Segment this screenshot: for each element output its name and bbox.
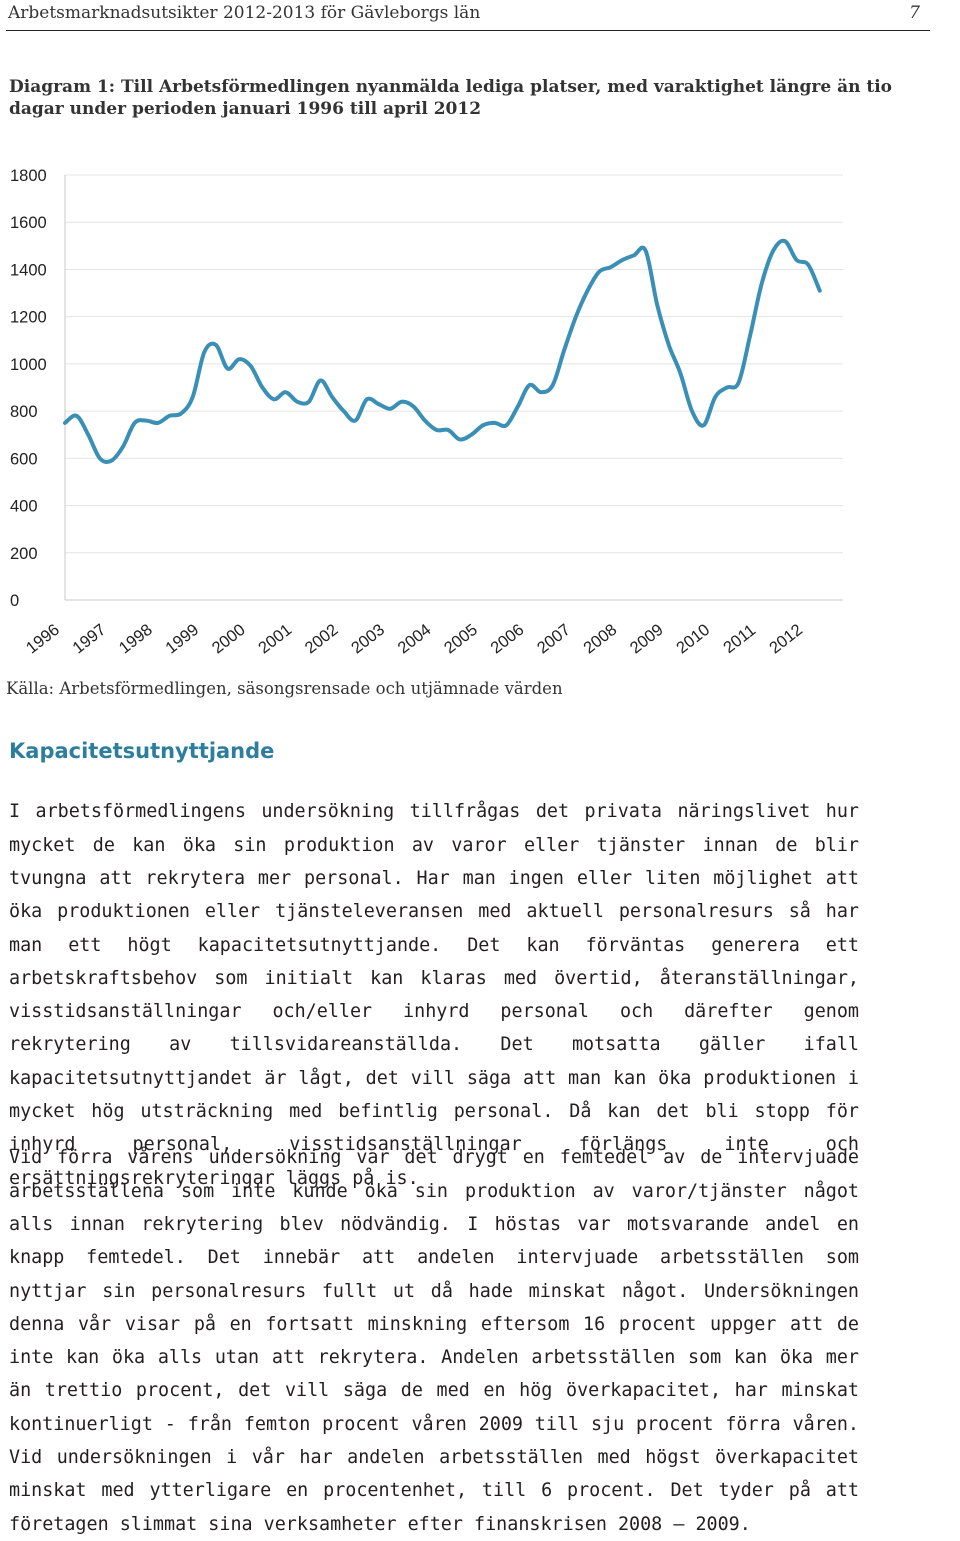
body-paragraph-1: I arbetsförmedlingens undersökning tillf…	[9, 801, 859, 1189]
y-tick-label: 1600	[10, 214, 47, 232]
y-tick-label: 1000	[10, 356, 47, 374]
line-chart: 0 200 400 600 800 1000 1200 1400 1600 1800 1996 199…	[0, 150, 960, 680]
x-tick-label: 2006	[487, 621, 527, 658]
series-line	[63, 238, 822, 464]
y-tick-label: 0	[10, 592, 19, 610]
document-title: Arbetsmarknadsutsikter 2012-2013 för Gäv…	[8, 3, 481, 23]
diagram-title: Diagram 1: Till Arbetsförmedlingen nyanm…	[9, 77, 893, 119]
x-tick-label: 2011	[720, 621, 759, 657]
x-tick-label: 2007	[534, 621, 574, 658]
body-paragraph-2: Vid förra vårens undersökning var det dr…	[9, 1147, 859, 1535]
x-tick-label: 2008	[580, 621, 620, 658]
x-tick-label: 1999	[162, 621, 202, 658]
y-tick-label: 200	[10, 545, 38, 563]
y-tick-label: 600	[10, 450, 38, 468]
y-tick-label: 1400	[10, 261, 47, 279]
y-tick-label: 1800	[10, 167, 47, 185]
x-tick-label: 2000	[209, 621, 249, 658]
y-tick-label: 800	[10, 403, 38, 421]
chart-source: Källa: Arbetsförmedlingen, säsongsrensad…	[6, 679, 563, 698]
x-tick-label: 1998	[116, 621, 156, 658]
section-heading: Kapacitetsutnyttjande	[9, 739, 275, 763]
x-tick-label: 2004	[394, 621, 434, 658]
x-tick-label: 2009	[627, 621, 667, 658]
page-number: 7	[909, 3, 920, 23]
y-tick-label: 400	[10, 498, 38, 516]
x-tick-label: 2012	[766, 621, 806, 658]
x-tick-label: 1997	[69, 621, 109, 658]
page-header: Arbetsmarknadsutsikter 2012-2013 för Gäv…	[6, 0, 930, 31]
x-tick-label: 2010	[673, 621, 713, 658]
x-tick-label: 2005	[441, 621, 481, 658]
x-tick-label: 2002	[302, 621, 342, 658]
y-tick-label: 1200	[10, 309, 47, 327]
x-tick-label: 2001	[255, 621, 295, 658]
x-tick-label: 2003	[348, 621, 388, 658]
x-tick-label: 1996	[23, 621, 63, 658]
